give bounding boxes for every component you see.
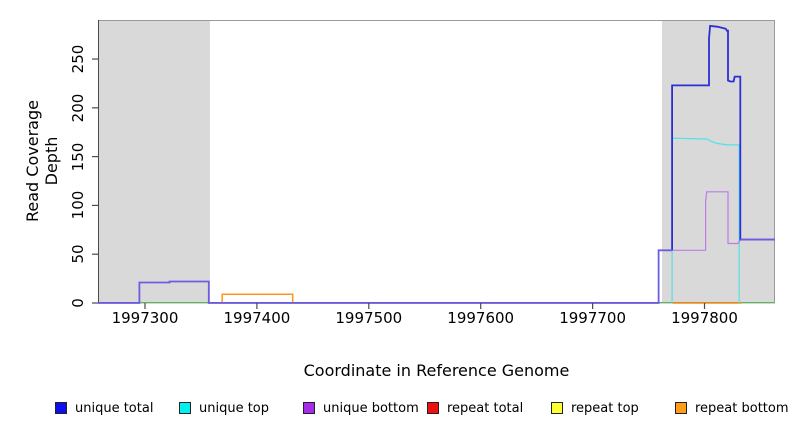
x-axis-title: Coordinate in Reference Genome [303, 361, 570, 380]
y-tick-label: 100 [69, 191, 87, 220]
legend-item-repeat-bottom: repeat bottom [675, 399, 789, 417]
legend-swatch-icon [55, 402, 67, 414]
legend-label: unique top [199, 400, 270, 416]
shaded-region [661, 20, 775, 303]
x-tick-label: 1997500 [335, 309, 403, 327]
legend: unique total unique top unique bottom repea… [0, 399, 792, 417]
plot-area [92, 20, 775, 309]
unique-top-line [671, 137, 740, 303]
y-tick-label: 150 [69, 142, 87, 171]
unique-overlap-line [98, 249, 673, 304]
legend-label: repeat bottom [695, 400, 789, 416]
y-tick-label: 50 [69, 244, 87, 264]
y-tick-label: 200 [69, 93, 87, 123]
legend-item-repeat-total: repeat total [427, 399, 523, 417]
x-tick-label: 1997400 [223, 309, 291, 327]
legend-swatch-icon [427, 402, 439, 414]
legend-label: unique bottom [323, 400, 419, 416]
legend-item-unique-bottom: unique bottom [303, 399, 419, 417]
legend-swatch-icon [303, 402, 315, 414]
repeat-bottom-box-line [221, 293, 294, 303]
legend-swatch-icon [551, 402, 563, 414]
shaded-region [98, 20, 210, 303]
legend-item-unique-total: unique total [55, 399, 153, 417]
y-tick-label: 0 [69, 298, 87, 308]
legend-swatch-icon [675, 402, 687, 414]
x-tick-label: 1997300 [111, 309, 179, 327]
x-tick-label: 1997600 [447, 309, 515, 327]
x-tick-label: 1997700 [559, 309, 626, 327]
legend-label: repeat total [447, 400, 524, 416]
x-tick-label: 1997800 [671, 309, 738, 327]
legend-label: unique total [75, 400, 154, 416]
legend-swatch-icon [179, 402, 191, 414]
unique-bottom-line [672, 191, 741, 251]
unique-total-line [671, 24, 775, 251]
legend-label: repeat top [571, 400, 639, 416]
y-tick-label: 250 [69, 44, 87, 74]
y-axis-title: Read Coverage Depth [23, 100, 61, 222]
legend-item-unique-top: unique top [179, 399, 269, 417]
legend-item-repeat-top: repeat top [551, 399, 639, 417]
